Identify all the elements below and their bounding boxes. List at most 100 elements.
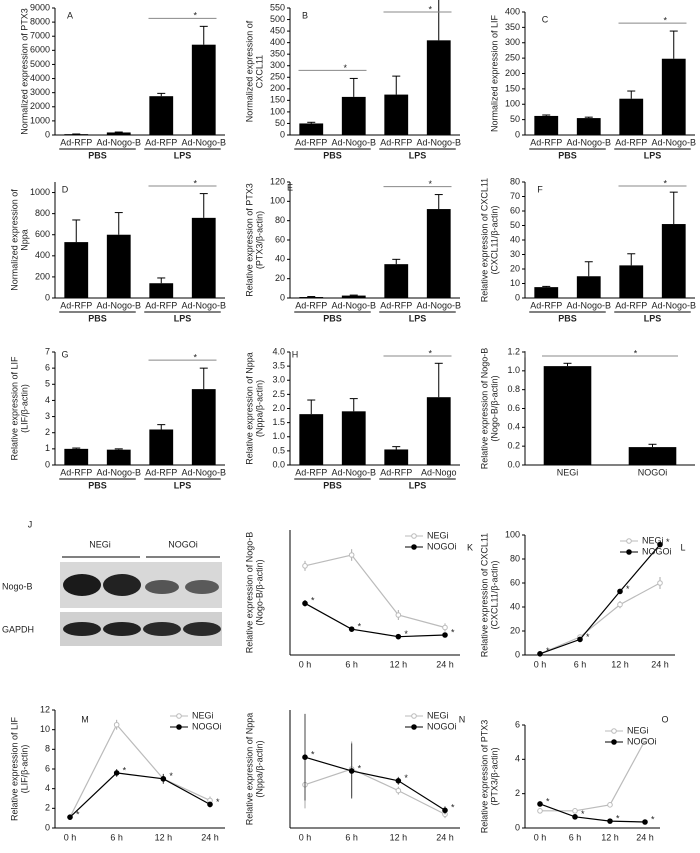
y-tick-label: 4000 [30, 73, 50, 83]
significance-label: * [663, 178, 667, 188]
y-tick-label: 10 [510, 278, 520, 288]
y-tick-label: 50 [275, 118, 285, 128]
legend-marker [626, 538, 632, 544]
bar [543, 366, 592, 465]
series-line [539, 544, 661, 655]
significance-label: * [663, 15, 667, 25]
y-axis-label: Relative expression of PTX3 [479, 720, 489, 834]
y-tick-label: 0 [515, 292, 520, 302]
x-tick-label: 12 h [611, 659, 629, 669]
y-axis-label: (LIF/β-actin) [19, 384, 29, 433]
bar [106, 449, 131, 465]
y-tick-label: 40 [510, 601, 520, 611]
significance-label: * [216, 797, 220, 807]
y-tick-label: 450 [270, 25, 285, 35]
point [395, 633, 402, 640]
y-tick-label: 150 [505, 83, 520, 93]
point [642, 819, 648, 825]
point [657, 580, 663, 586]
x-tick-label: Ad-Nogo-B [651, 300, 696, 310]
y-tick-label: 20 [510, 625, 520, 635]
y-tick-label: 250 [505, 53, 520, 63]
y-axis-label: (CXCL11/β-actin) [489, 205, 499, 274]
y-axis-label: Normalized expression of [9, 189, 19, 291]
y-tick-label: 0 [45, 459, 50, 469]
x-tick-label: Ad-Nogo-B [96, 137, 141, 147]
significance-label: * [358, 763, 362, 773]
bar [64, 448, 89, 465]
panel-letter: C [542, 14, 549, 24]
y-axis-label: Relative expression of LIF [9, 356, 19, 461]
significance-label: * [651, 814, 655, 824]
x-tick-label: 6 h [569, 832, 582, 842]
y-axis-label: (Nogo-B/β-actin) [489, 375, 499, 441]
bar [661, 58, 686, 135]
y-tick-label: 0 [45, 292, 50, 302]
point [617, 601, 623, 608]
group-label: PBS [88, 480, 107, 490]
y-tick-label: 2 [45, 427, 50, 437]
y-tick-label: 3 [45, 411, 50, 421]
x-tick-label: Ad-Nogo-B [331, 300, 376, 310]
x-tick-label: 24 h [651, 659, 669, 669]
y-axis-label: Relative expression of Nogo-B [479, 348, 489, 470]
bar [106, 234, 131, 298]
point [442, 632, 448, 638]
bar [64, 134, 89, 135]
y-tick-label: 60 [275, 234, 285, 244]
series-line [304, 756, 446, 811]
y-tick-label: 0.8 [507, 384, 520, 394]
y-tick-label: 9000 [30, 2, 50, 12]
x-tick-label: Ad-Nogo-B [331, 137, 376, 147]
significance-label: * [546, 796, 550, 806]
significance-label: * [343, 63, 347, 73]
panel-letter: N [459, 714, 466, 724]
point [537, 801, 543, 807]
legend-marker [176, 724, 182, 730]
legend-marker [411, 724, 417, 730]
x-tick-label: 0 h [299, 659, 312, 669]
lane-label: NEGi [89, 539, 111, 549]
y-tick-label: 2.0 [272, 403, 285, 413]
panel-letter: E [287, 182, 293, 192]
x-tick-label: Ad-RFP [530, 137, 562, 147]
y-tick-label: 7000 [30, 31, 50, 41]
point [348, 552, 355, 558]
y-axis-label: (Nppa/β-actin) [254, 740, 264, 797]
legend-marker [411, 713, 417, 719]
x-tick-label: Ad-Nogo-B [416, 137, 461, 147]
group-label: LPS [644, 150, 662, 160]
series-line [304, 602, 446, 638]
legend-label: NEGi [427, 710, 449, 720]
bar [191, 389, 216, 465]
x-tick-label: 6 h [345, 659, 358, 669]
y-tick-label: 7 [45, 346, 50, 356]
group-label: PBS [88, 313, 107, 323]
y-tick-label: 400 [35, 250, 50, 260]
x-tick-label: 24 h [636, 832, 654, 842]
y-tick-label: 6 [515, 719, 520, 729]
y-tick-label: 150 [270, 95, 285, 105]
y-tick-label: 0 [280, 129, 285, 139]
blot-band [103, 574, 141, 596]
group-label: PBS [88, 150, 107, 160]
y-axis-label: Normalized expression of LIF [489, 14, 499, 132]
x-tick-label: Ad-RFP [60, 300, 92, 310]
y-axis-label: CXCL11 [254, 55, 264, 88]
group-label: LPS [644, 313, 662, 323]
x-tick-label: 12 h [155, 832, 173, 842]
bar [426, 40, 451, 136]
y-tick-label: 1.2 [507, 346, 520, 356]
significance-label: * [428, 348, 432, 358]
panel-letter: M [81, 714, 89, 724]
y-tick-label: 2.5 [272, 389, 285, 399]
y-tick-label: 1 [45, 443, 50, 453]
y-axis-label: Relative expression of Nppa [244, 352, 254, 465]
bar [64, 242, 89, 298]
y-tick-label: 4 [515, 754, 520, 764]
y-tick-label: 200 [505, 68, 520, 78]
y-axis-label: Relative expression of CXCL11 [479, 533, 489, 657]
y-tick-label: 200 [35, 271, 50, 281]
group-label: LPS [174, 480, 192, 490]
y-axis-label: Relative expression of PTX3 [244, 183, 254, 297]
